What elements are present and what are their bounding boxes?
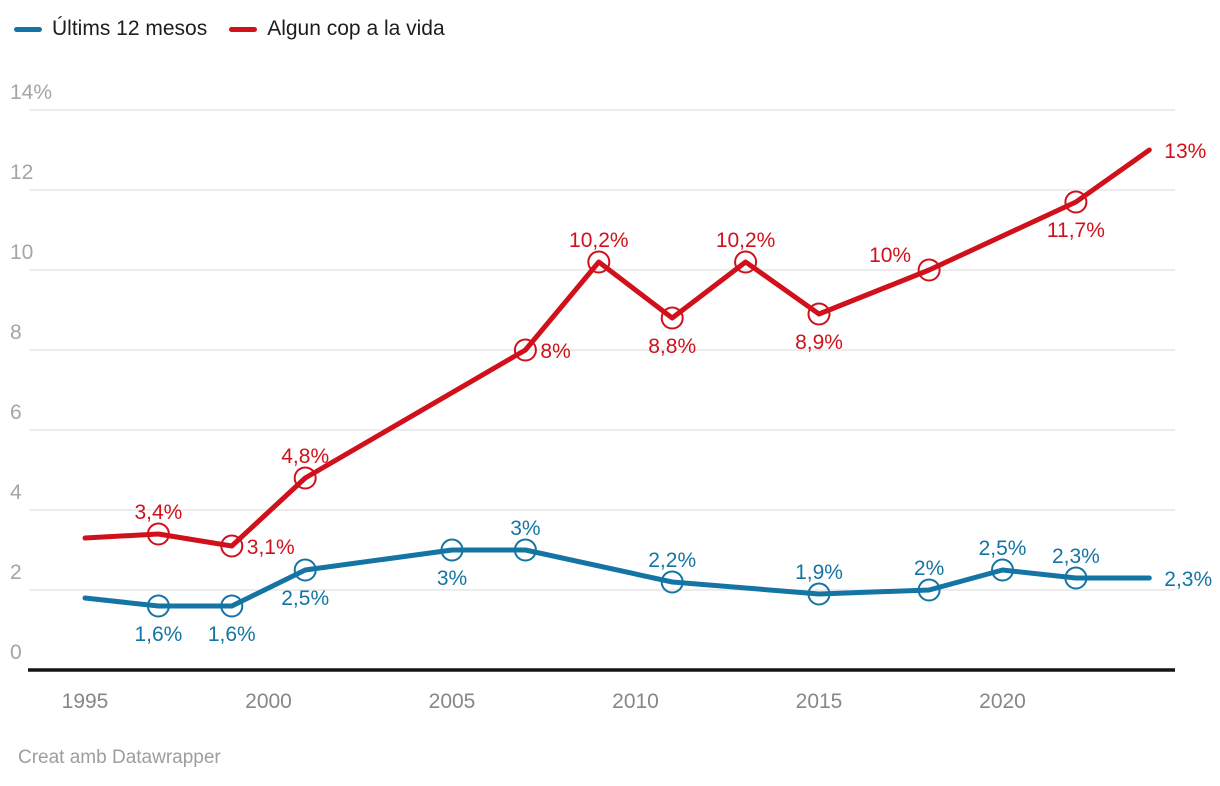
data-point-label: 2,5% xyxy=(979,537,1027,560)
y-axis-tick-label: 14% xyxy=(10,81,52,104)
legend-item-algun-cop-a-la-vida: Algun cop a la vida xyxy=(229,16,445,42)
legend-label: Algun cop a la vida xyxy=(267,17,445,40)
data-point-marker xyxy=(146,594,170,618)
x-axis-tick-label: 1995 xyxy=(62,690,109,713)
legend-swatch-blue xyxy=(14,26,42,32)
data-point-label: 10,2% xyxy=(569,229,629,252)
y-axis-tick-label: 2 xyxy=(10,561,22,584)
data-point-label: 10,2% xyxy=(716,229,776,252)
data-point-label: 3,4% xyxy=(134,501,182,524)
x-axis-tick-label: 2015 xyxy=(796,690,843,713)
x-axis-tick-label: 2005 xyxy=(429,690,476,713)
data-point-marker xyxy=(1064,566,1088,590)
data-point-label: 3,1% xyxy=(247,536,295,559)
data-point-marker xyxy=(917,578,941,602)
data-point-label: 2,3% xyxy=(1052,545,1100,568)
legend-swatch-red xyxy=(229,26,258,32)
data-point-label: 3% xyxy=(510,517,540,540)
data-point-marker xyxy=(991,558,1014,582)
series-line xyxy=(82,547,1152,609)
data-point-marker xyxy=(220,594,244,618)
data-point-marker xyxy=(1064,190,1088,214)
data-point-marker xyxy=(293,466,317,490)
data-point-label: 8,8% xyxy=(648,335,696,358)
y-axis-tick-label: 12 xyxy=(10,161,33,184)
data-point-label: 11,7% xyxy=(1047,219,1105,242)
data-point-label: 3% xyxy=(437,567,467,590)
data-point-label: 1,6% xyxy=(134,623,182,646)
series-line xyxy=(82,147,1152,549)
data-point-label: 8% xyxy=(540,340,570,363)
x-axis-tick-label: 2020 xyxy=(979,690,1026,713)
data-point-marker xyxy=(917,258,941,282)
data-point-label: 2,5% xyxy=(281,587,329,610)
x-axis-tick-label: 2010 xyxy=(612,690,659,713)
datawrapper-attribution-link[interactable]: Creat amb Datawrapper xyxy=(18,747,221,768)
data-point-marker xyxy=(807,302,831,326)
y-axis-tick-label: 10 xyxy=(10,241,33,264)
legend-label: Últims 12 mesos xyxy=(52,17,208,40)
data-point-label: 8,9% xyxy=(795,331,843,354)
x-axis-tick-label: 2000 xyxy=(245,690,292,713)
data-point-marker xyxy=(660,570,684,594)
data-point-label: 13% xyxy=(1164,140,1206,163)
data-point-label: 2,3% xyxy=(1164,568,1212,591)
legend: Últims 12 mesos Algun cop a la vida xyxy=(14,16,445,42)
y-axis-tick-label: 0 xyxy=(10,641,22,664)
data-point-label: 2,2% xyxy=(648,549,696,572)
data-point-marker xyxy=(513,338,537,362)
data-point-marker xyxy=(587,250,611,274)
data-point-marker xyxy=(220,534,244,558)
data-point-label: 2% xyxy=(914,557,944,580)
data-point-marker xyxy=(293,558,317,582)
y-axis-tick-label: 6 xyxy=(10,401,22,424)
y-axis-tick-label: 4 xyxy=(10,481,22,504)
data-point-label: 1,6% xyxy=(208,623,256,646)
data-point-label: 1,9% xyxy=(795,561,843,584)
line-chart: 14% 12 10 8 6 4 2 0 1995 2000 2005 2010 2015 2020 1,6%… xyxy=(10,81,1212,713)
data-point-marker xyxy=(513,538,537,562)
data-point-marker xyxy=(146,522,170,546)
data-point-marker xyxy=(440,538,464,562)
data-point-label: 10% xyxy=(869,244,911,267)
data-point-marker xyxy=(807,582,831,606)
data-point-marker xyxy=(660,306,684,330)
y-axis-tick-label: 8 xyxy=(10,321,22,344)
legend-item-ultims-12-mesos: Últims 12 mesos xyxy=(14,16,207,42)
data-point-marker xyxy=(734,250,758,274)
data-point-label: 4,8% xyxy=(281,445,329,468)
